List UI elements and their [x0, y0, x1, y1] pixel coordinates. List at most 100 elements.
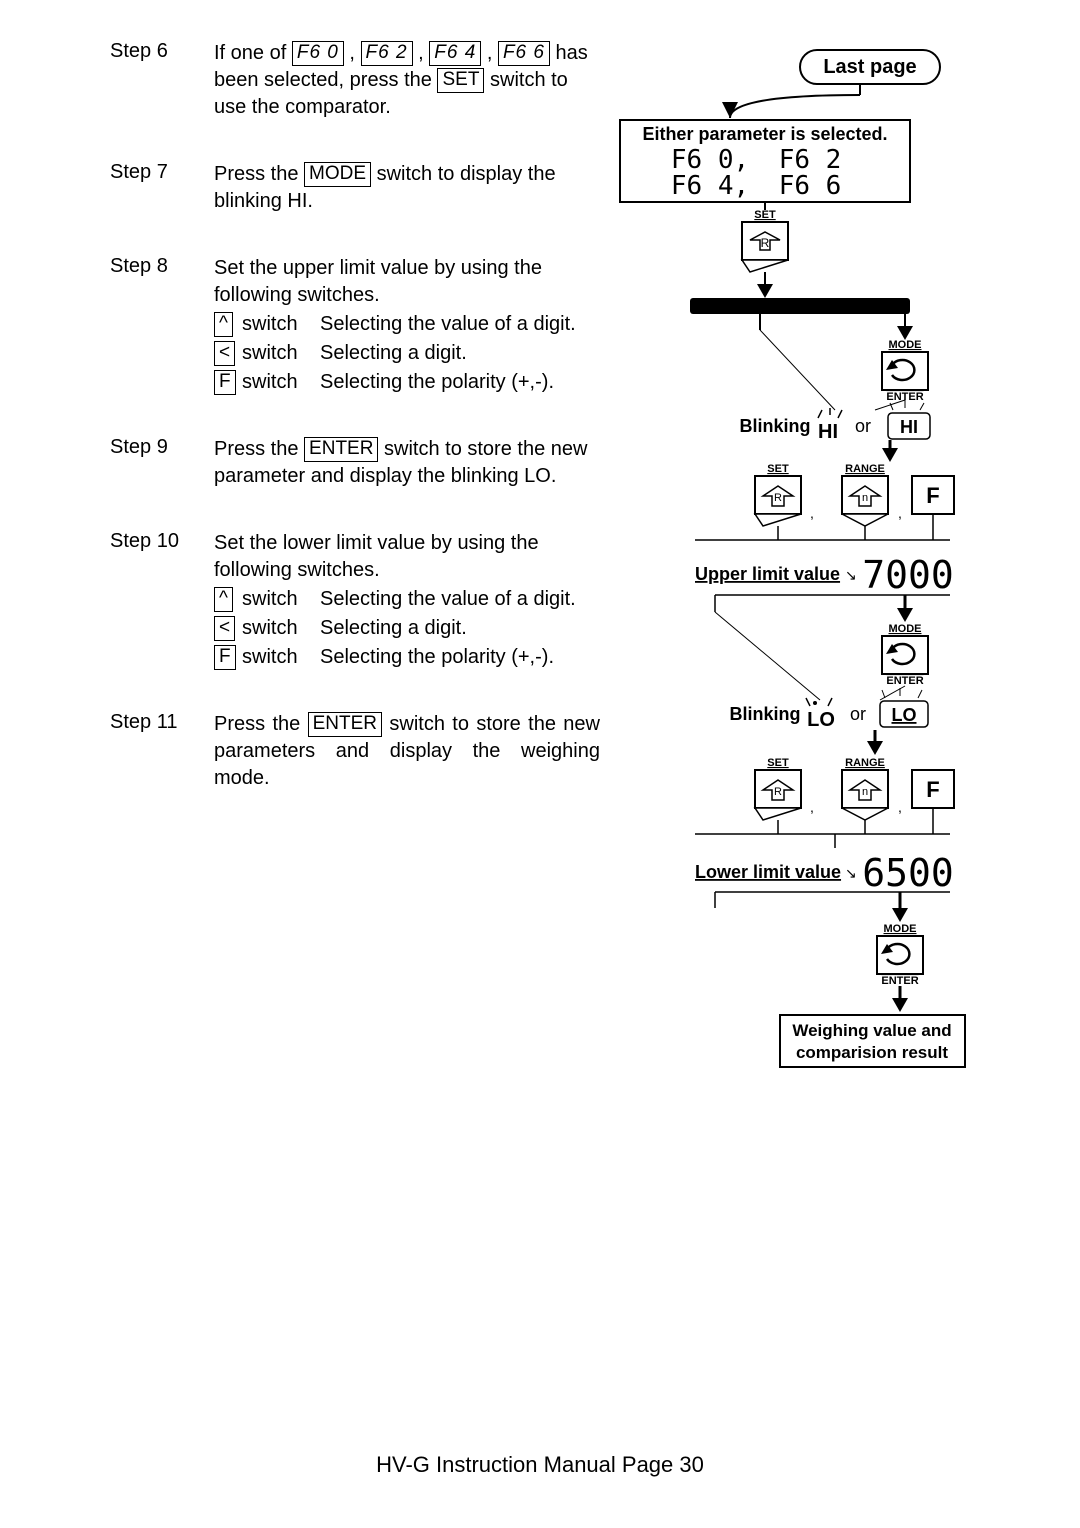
- switch-row: F switch Selecting the polarity (+,-).: [214, 369, 600, 396]
- step-label: Step 11: [110, 711, 214, 792]
- text: Selecting a digit.: [320, 340, 467, 367]
- text: Set the lower limit value by using the f…: [214, 530, 600, 584]
- step-7: Step 7 Press the MODE switch to display …: [110, 161, 600, 215]
- step-body: Press the MODE switch to display the bli…: [214, 161, 600, 215]
- svg-text:F6 6: F6 6: [779, 171, 842, 201]
- svg-text:SET: SET: [767, 757, 789, 769]
- svg-text:Upper limit value: Upper limit value: [695, 564, 840, 584]
- step-body: If one of F6 0 , F6 2 , F6 4 , F6 6 has …: [214, 40, 600, 121]
- text: switch: [242, 369, 320, 396]
- svg-text:MODE: MODE: [889, 339, 922, 351]
- text: Selecting the polarity (+,-).: [320, 644, 554, 671]
- page-footer: HV-G Instruction Manual Page 30: [0, 1452, 1080, 1478]
- svg-text:R: R: [774, 492, 782, 504]
- step-body: Set the upper limit value by using the f…: [214, 255, 600, 396]
- step-body: Press the ENTER switch to store the new …: [214, 436, 600, 490]
- step-label: Step 9: [110, 436, 214, 490]
- text: switch: [242, 615, 320, 642]
- svg-text:ENTER: ENTER: [881, 975, 918, 987]
- key-caret: ^: [214, 312, 233, 337]
- svg-text:R: R: [774, 786, 782, 798]
- text: Selecting a digit.: [320, 615, 467, 642]
- svg-text:LO: LO: [807, 709, 835, 731]
- left-column: Step 6 If one of F6 0 , F6 2 , F6 4 , F6…: [110, 40, 600, 1266]
- svg-text:F: F: [926, 483, 939, 508]
- svg-text:F: F: [926, 777, 939, 802]
- step-6: Step 6 If one of F6 0 , F6 2 , F6 4 , F6…: [110, 40, 600, 121]
- step-label: Step 10: [110, 530, 214, 671]
- key-less: <: [214, 341, 235, 366]
- svg-text:,: ,: [810, 799, 814, 815]
- diagram-column: Last page Either parameter is selected. …: [610, 40, 980, 1266]
- text: Press the: [214, 163, 304, 185]
- text: switch: [242, 644, 320, 671]
- svg-text:SET: SET: [767, 463, 789, 475]
- flow-diagram: Last page Either parameter is selected. …: [610, 40, 980, 1260]
- svg-text:7000: 7000: [862, 553, 954, 597]
- svg-text:Lower limit value: Lower limit value: [695, 862, 841, 882]
- switch-row: < switch Selecting a digit.: [214, 340, 600, 367]
- text: Press the: [214, 438, 304, 460]
- svg-text:RANGE: RANGE: [845, 757, 885, 769]
- text: switch: [242, 340, 320, 367]
- svg-text:or: or: [850, 704, 866, 724]
- svg-text:F6 4,: F6 4,: [671, 171, 749, 201]
- param-box: F6 6: [498, 41, 550, 66]
- step-10: Step 10 Set the lower limit value by usi…: [110, 530, 600, 671]
- switch-row: F switch Selecting the polarity (+,-).: [214, 644, 600, 671]
- svg-text:LO: LO: [892, 705, 917, 725]
- step-label: Step 6: [110, 40, 214, 121]
- switch-row: ^ switch Selecting the value of a digit.: [214, 586, 600, 613]
- svg-text:MODE: MODE: [884, 923, 917, 935]
- svg-text:↘: ↘: [845, 865, 857, 881]
- svg-text:RANGE: RANGE: [845, 463, 885, 475]
- svg-text:,: ,: [898, 799, 902, 815]
- switch-row: < switch Selecting a digit.: [214, 615, 600, 642]
- pill-last-page: Last page: [823, 56, 916, 78]
- svg-text:6500: 6500: [862, 851, 954, 895]
- key-less: <: [214, 616, 235, 641]
- key-enter: ENTER: [308, 712, 382, 737]
- step-label: Step 7: [110, 161, 214, 215]
- key-enter: ENTER: [304, 437, 378, 462]
- param-box: F6 0: [292, 41, 344, 66]
- text: Selecting the value of a digit.: [320, 311, 576, 338]
- svg-text:n: n: [862, 492, 868, 504]
- switch-row: ^ switch Selecting the value of a digit.: [214, 311, 600, 338]
- text: Selecting the value of a digit.: [320, 586, 576, 613]
- key-f: F: [214, 645, 236, 670]
- svg-text:↘: ↘: [845, 567, 857, 583]
- svg-text:,: ,: [810, 505, 814, 521]
- text: switch: [242, 586, 320, 613]
- text: Set the upper limit value by using the f…: [214, 255, 600, 309]
- svg-text:Blinking: Blinking: [730, 704, 801, 724]
- svg-text:R: R: [761, 236, 770, 250]
- svg-text:ENTER: ENTER: [886, 675, 923, 687]
- svg-text:MODE: MODE: [889, 623, 922, 635]
- step-label: Step 8: [110, 255, 214, 396]
- svg-text:HI: HI: [818, 421, 838, 443]
- param-box: F6 2: [361, 41, 413, 66]
- svg-text:HI: HI: [900, 417, 918, 437]
- svg-text:Weighing value and: Weighing value and: [792, 1021, 951, 1040]
- step-body: Set the lower limit value by using the f…: [214, 530, 600, 671]
- key-f: F: [214, 370, 236, 395]
- svg-text:n: n: [862, 786, 868, 798]
- text: Press the: [214, 713, 308, 735]
- text-either: Either parameter is selected.: [642, 124, 887, 144]
- key-caret: ^: [214, 587, 233, 612]
- svg-text:,: ,: [898, 505, 902, 521]
- svg-text:SET: SET: [754, 209, 776, 221]
- step-9: Step 9 Press the ENTER switch to store t…: [110, 436, 600, 490]
- key-set: SET: [437, 68, 484, 93]
- svg-text:or: or: [855, 416, 871, 436]
- text: Selecting the polarity (+,-).: [320, 369, 554, 396]
- text: switch: [242, 311, 320, 338]
- step-8: Step 8 Set the upper limit value by usin…: [110, 255, 600, 396]
- text: If one of: [214, 42, 292, 64]
- param-box: F6 4: [429, 41, 481, 66]
- key-mode: MODE: [304, 162, 371, 187]
- step-body: Press the ENTER switch to store the new …: [214, 711, 600, 792]
- step-11: Step 11 Press the ENTER switch to store …: [110, 711, 600, 792]
- svg-text:Blinking: Blinking: [740, 416, 811, 436]
